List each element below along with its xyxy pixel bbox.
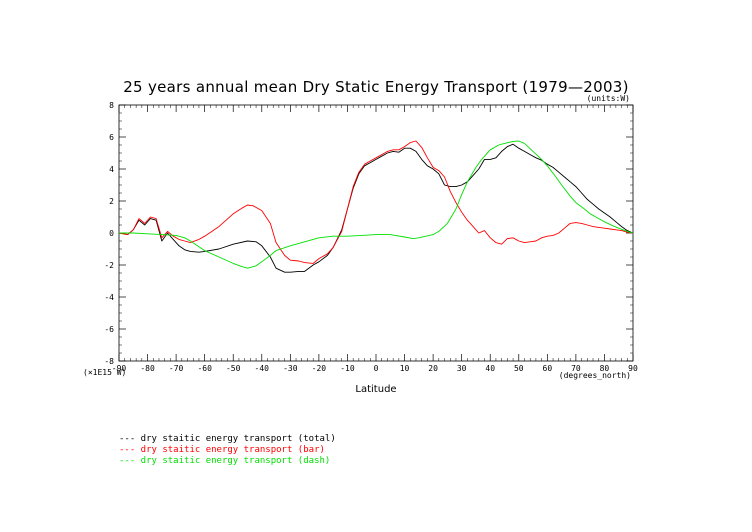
x-tick-label: 10 <box>400 364 410 373</box>
legend-entry-dash: --- dry staitic energy transport (dash) <box>119 456 330 466</box>
y-scale-label: (×1E15 W) <box>83 368 126 377</box>
y-tick-label: -2 <box>104 261 114 270</box>
x-tick-label: 90 <box>628 364 638 373</box>
y-tick-label: -8 <box>104 357 114 366</box>
x-tick-label: 30 <box>457 364 467 373</box>
series-line-total <box>118 143 634 273</box>
x-tick-label: -80 <box>140 364 155 373</box>
y-axis: -8 -6 -4 -2 0 2 4 6 8 <box>104 101 633 366</box>
legend-entry-bar: --- dry staitic energy transport (bar) <box>119 445 325 455</box>
legend: --- dry staitic energy transport (total)… <box>119 434 336 466</box>
series-line-bar <box>118 140 634 264</box>
x-tick-label: 20 <box>428 364 438 373</box>
chart-title: 25 years annual mean Dry Static Energy T… <box>123 78 629 96</box>
y-tick-label: -4 <box>104 293 114 302</box>
series-group <box>118 140 634 273</box>
x-tick-label: 50 <box>514 364 524 373</box>
plot-frame <box>118 104 634 362</box>
legend-entry-total: --- dry staitic energy transport (total) <box>119 434 336 444</box>
x-axis: -90 -80 -70 -60 -50 -40 -30 -20 -10 0 10 20 30 40 50 60… <box>112 105 638 373</box>
x-tick-label: -50 <box>226 364 241 373</box>
x-tick-label: 60 <box>543 364 553 373</box>
y-tick-label: 2 <box>109 197 114 206</box>
y-tick-label: 6 <box>109 133 114 142</box>
x-units-label: (degrees_north) <box>559 371 631 380</box>
x-tick-label: -30 <box>283 364 298 373</box>
x-tick-label: 70 <box>571 364 581 373</box>
x-tick-label: -40 <box>255 364 270 373</box>
y-tick-label: -6 <box>104 325 114 334</box>
x-tick-label: -20 <box>312 364 327 373</box>
x-tick-label: 0 <box>374 364 379 373</box>
series-line-dash <box>119 140 634 269</box>
x-tick-label: -10 <box>340 364 355 373</box>
x-tick-label: -60 <box>197 364 212 373</box>
units-label: (units:W) <box>587 94 630 103</box>
x-tick-label: -70 <box>169 364 184 373</box>
y-tick-label: 0 <box>109 229 114 238</box>
x-tick-label: -90 <box>112 364 127 373</box>
x-axis-label: Latitude <box>355 384 396 395</box>
x-tick-label: 80 <box>600 364 610 373</box>
x-tick-label: 40 <box>485 364 495 373</box>
y-tick-label: 8 <box>109 101 114 110</box>
y-tick-label: 4 <box>109 165 114 174</box>
